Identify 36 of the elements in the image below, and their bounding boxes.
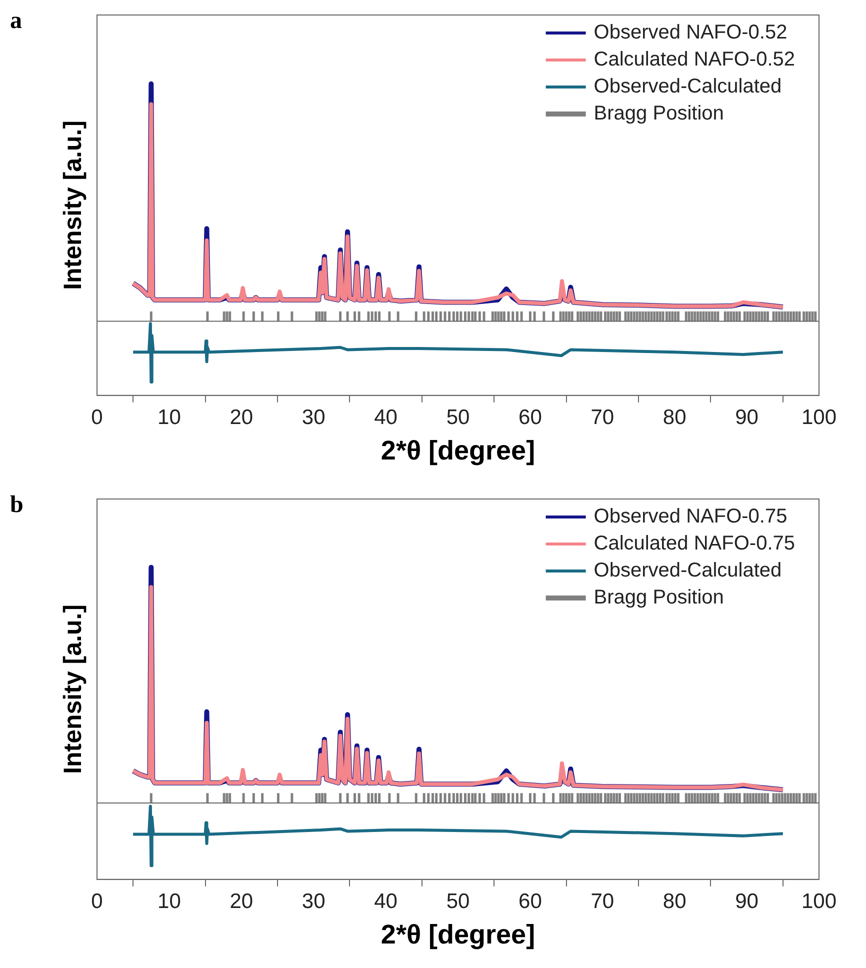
x-tick-label: 50 [446,406,470,429]
x-axis-title: 2*θ [degree] [380,435,536,466]
x-axis-title: 2*θ [degree] [380,919,536,950]
x-tick-label: 20 [230,406,254,429]
x-tick-label: 90 [735,406,758,429]
legend-label: Calculated NAFO-0.52 [594,48,795,71]
x-tick-label: 40 [374,890,398,913]
x-tick-label: 80 [662,406,686,429]
legend-label: Observed-Calculated [594,76,782,98]
legend-label: Observed-Calculated [594,560,782,582]
legend-label: Bragg Position [594,102,724,125]
x-tick-label: 100 [801,406,837,429]
legend-label: Observed NAFO-0.52 [594,22,788,44]
x-tick-label: 30 [302,406,326,429]
legend-label: Calculated NAFO-0.75 [594,532,795,555]
legend-label: Observed NAFO-0.75 [594,506,788,528]
x-tick-label: 0 [91,890,103,913]
x-tick-label: 20 [230,890,254,913]
x-tick-label: 0 [91,406,103,429]
legend-label: Bragg Position [594,586,724,609]
x-tick-label: 40 [374,406,398,429]
x-tick-label: 60 [518,406,542,429]
chart-title: a [10,8,22,34]
x-tick-label: 90 [735,890,758,913]
x-tick-label: 70 [590,406,614,429]
x-tick-label: 10 [158,406,181,429]
chart-title: b [10,492,24,518]
x-tick-label: 100 [801,890,837,913]
x-tick-label: 60 [518,890,542,913]
x-tick-label: 80 [662,890,686,913]
x-tick-label: 70 [590,890,614,913]
y-axis-title: Intensity [a.u.] [58,120,87,290]
x-tick-label: 10 [158,890,181,913]
x-tick-label: 50 [446,890,470,913]
x-tick-label: 30 [302,890,326,913]
y-axis-title: Intensity [a.u.] [58,604,87,774]
